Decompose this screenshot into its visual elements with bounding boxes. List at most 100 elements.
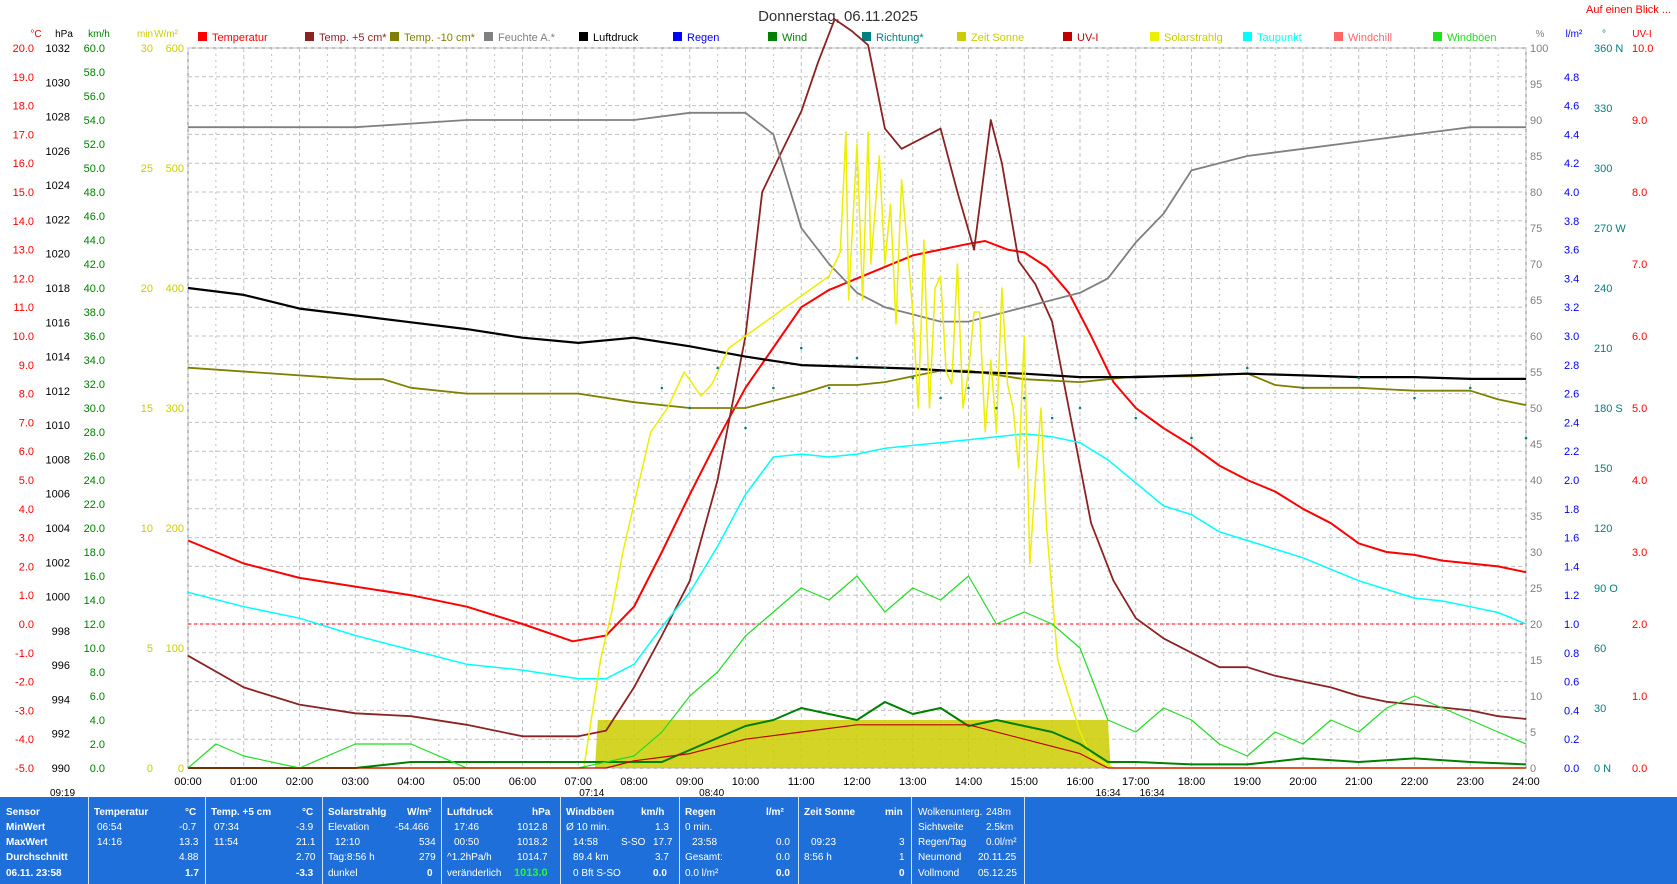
legend-swatch [579,32,588,41]
gust-avg10-label: Ø 10 min. [566,822,610,833]
axis-tick-label: 34.0 [84,355,105,367]
axis-tick-label: 16.0 [84,571,105,583]
solar-elevation: -54.466 [395,822,429,833]
axis-tick-label: -5.0 [15,763,34,775]
axis-tick-label: 0 [178,763,184,775]
axis-tick-label: 5 [147,643,153,655]
legend-swatch [1150,32,1159,41]
legend-swatch [862,32,871,41]
axis-tick-label: 996 [52,660,70,672]
axis-tick-label: 240 [1594,283,1612,295]
direction-point [1134,416,1138,420]
axis-tick-label: 0 [147,763,153,775]
axis-tick-label: 18.0 [13,101,34,113]
axis-unit-label: °C [30,29,41,40]
axis-tick-label: 85 [1530,151,1542,163]
axis-unit-label: min [137,29,153,40]
series-line-temperatur [187,240,1527,643]
x-tick-label: 20:00 [1289,776,1317,788]
axis-tick-label: 65 [1530,295,1542,307]
full-moon-label: Vollmond [918,868,960,879]
rain-header: Regen [685,807,716,818]
gust-max-direction: S-SO [621,837,646,848]
gust-column: Windböen km/h Ø 10 min. 1.3 14:58 S-SO 1… [561,797,680,884]
legend-label: Windchill [1348,32,1392,44]
axis-tick-label: -4.0 [15,734,34,746]
at-a-glance-link[interactable]: Auf einen Blick ... [1586,4,1671,16]
axis-tick-label: 9.0 [1632,115,1647,127]
temp5-column: Temp. +5 cm °C 07:34 -3.9 11:54 21.1 2.7… [206,797,323,884]
axis-tick-label: 210 [1594,343,1612,355]
temp5-min-time: 07:34 [214,822,240,833]
axis-tick-label: 14.0 [84,595,105,607]
axis-tick-label: 36.0 [84,331,105,343]
axis-tick-label: 990 [52,763,70,775]
axis-unit-label: hPa [55,29,73,40]
x-tick-label: 04:00 [397,776,425,788]
solar-max: 534 [419,837,436,848]
x-tick-label: 24:00 [1512,776,1540,788]
pressure-unit: hPa [532,807,551,818]
axis-tick-label: 3.0 [1564,331,1579,343]
cloud-base: 248m [986,807,1012,818]
axis-tick-label: 60 [1530,331,1542,343]
direction-point [1050,416,1054,420]
axis-tick-label: 52.0 [84,139,105,151]
temperature-min-time: 06:54 [97,822,123,833]
axis-tick-label: 3.0 [1632,547,1647,559]
pressure-trend: ^1.2hPa/h [447,852,492,863]
axis-tick-label: 1.0 [1632,691,1647,703]
sunshine-column: Zeit Sonne min 09:23 3 8:56 h 1 0 [799,797,912,884]
avg-label: Durchschnitt [6,852,68,863]
axis-tick-label: 1018 [46,283,70,295]
direction-point [911,376,915,380]
x-annotation-label: 07:14 [579,788,604,797]
axis-tick-label: 18.0 [84,547,105,559]
legend-label: Temperatur [212,32,268,44]
axis-tick-label: 4.0 [19,504,34,516]
direction-point [1413,396,1416,400]
axis-tick-label: 6.0 [19,446,34,458]
sensor-column: Sensor MinWert MaxWert Durchschnitt 06.1… [0,797,89,884]
axis-tick-label: 60 [1594,643,1606,655]
legend-swatch [1063,32,1072,41]
axis-tick-label: 6.0 [90,691,105,703]
pressure-header: Luftdruck [447,807,494,818]
axis-tick-label: 95 [1530,79,1542,91]
axis-tick-label: 12.0 [84,619,105,631]
axis-tick-label: 30 [141,43,153,55]
axis-tick-label: 270 W [1594,223,1626,235]
solar-avg: 279 [419,852,436,863]
gust-beaufort: 0 Bft S-SO [573,868,621,879]
rain-duration: 0 min. [685,822,713,833]
gust-distance: 89.4 km [573,852,609,863]
direction-point [883,366,887,370]
rain-unit: l/m² [766,807,784,818]
axis-tick-label: 20.0 [84,523,105,535]
series-line-temp-10-cm [187,366,1527,409]
axis-tick-label: 150 [1594,463,1612,475]
gust-unit: km/h [641,807,665,818]
axis-tick-label: 10.0 [84,643,105,655]
axis-tick-label: 3.4 [1564,273,1579,285]
legend-label: Solarstrahlg [1164,32,1223,44]
axis-tick-label: 90 [1530,115,1542,127]
pressure-forecast: veränderlich [447,868,502,879]
axis-tick-label: 60.0 [84,43,105,55]
axis-tick-label: 50 [1530,403,1542,415]
axis-tick-label: 40 [1530,475,1542,487]
axis-tick-label: 10.0 [1632,43,1653,55]
axis-tick-label: 45 [1530,439,1542,451]
solar-state: dunkel [328,868,358,879]
direction-point [744,426,747,430]
direction-point [688,406,692,410]
axis-tick-label: 6.0 [1632,331,1647,343]
x-tick-label: 13:00 [899,776,927,788]
axis-tick-label: 600 [166,43,184,55]
axis-tick-label: 25 [1530,583,1542,595]
axis-tick-label: 2.2 [1564,446,1579,458]
temperature-header: Temperatur [94,807,149,818]
axis-tick-label: 7.0 [1632,259,1647,271]
axis-tick-label: 90 O [1594,583,1618,595]
direction-point [660,386,664,390]
